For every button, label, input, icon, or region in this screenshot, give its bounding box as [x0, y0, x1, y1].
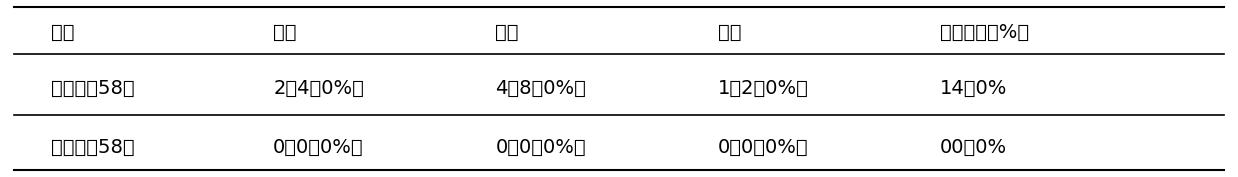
Text: 14．0%: 14．0%: [940, 79, 1008, 98]
Text: 对照组（58）: 对照组（58）: [51, 79, 135, 98]
Text: 组别: 组别: [51, 23, 74, 42]
Text: 皮疹: 皮疹: [274, 23, 297, 42]
Text: 1（2．0%）: 1（2．0%）: [718, 79, 808, 98]
Text: 呕吐: 呕吐: [718, 23, 742, 42]
Text: 0（0．0%）: 0（0．0%）: [495, 138, 586, 157]
Text: 0（0．0%）: 0（0．0%）: [718, 138, 808, 157]
Text: 4（8．0%）: 4（8．0%）: [495, 79, 587, 98]
Text: 0（0．0%）: 0（0．0%）: [274, 138, 364, 157]
Text: 总过敏率（%）: 总过敏率（%）: [940, 23, 1029, 42]
Text: 2（4．0%）: 2（4．0%）: [274, 79, 364, 98]
Text: 00．0%: 00．0%: [940, 138, 1008, 157]
Text: 观察组（58）: 观察组（58）: [51, 138, 135, 157]
Text: 恶心: 恶心: [495, 23, 519, 42]
